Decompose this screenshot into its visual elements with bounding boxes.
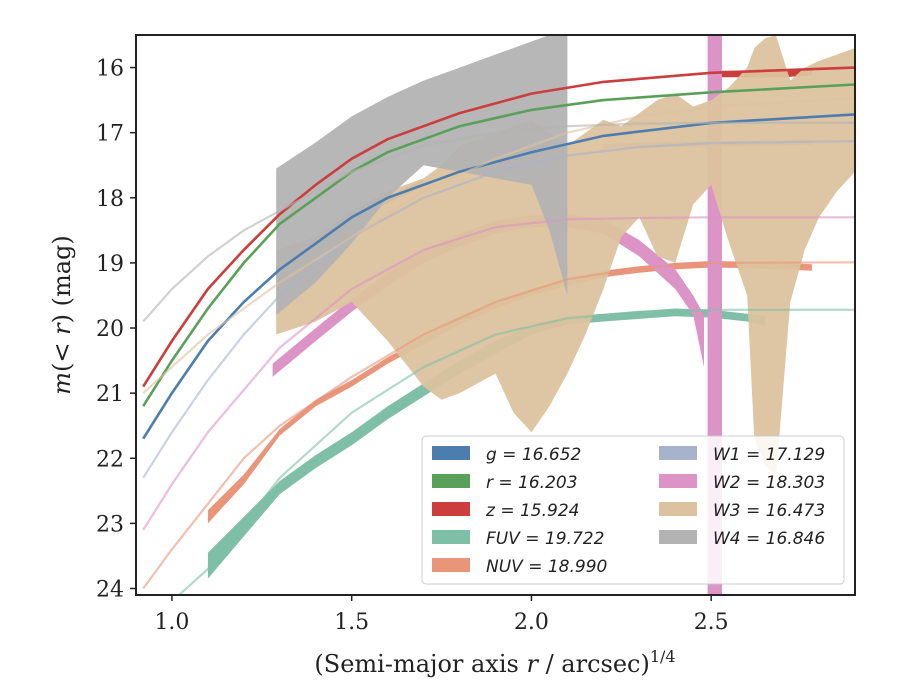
legend-box	[421, 435, 845, 585]
legend-swatch-W1	[659, 446, 697, 460]
y-axis-label: m(< r) (mag)	[48, 235, 76, 395]
legend-swatch-z	[432, 502, 470, 516]
y-tick-label: 20	[96, 317, 124, 342]
legend-swatch-FUV	[432, 530, 470, 544]
legend-label-W3: W3 = 16.473	[713, 501, 825, 521]
x-tick-label: 2.0	[514, 610, 549, 635]
legend-label-NUV: NUV = 18.990	[486, 557, 607, 577]
y-tick-label: 19	[96, 252, 124, 277]
legend-swatch-W4	[659, 530, 697, 544]
legend-label-z: z = 15.924	[485, 501, 579, 521]
y-tick-label: 21	[96, 382, 124, 407]
y-tick-label: 17	[96, 122, 124, 147]
legend-label-r: r = 16.203	[486, 473, 578, 493]
x-axis-label: (Semi-major axis r / arcsec)1/4	[314, 647, 675, 678]
model-line-W3	[142, 97, 855, 394]
y-tick-label: 22	[96, 447, 124, 472]
y-tick-label: 23	[96, 512, 124, 537]
legend-swatch-r	[432, 474, 470, 488]
legend-swatch-NUV	[432, 558, 470, 572]
legend-swatch-W2	[659, 474, 697, 488]
y-tick-label: 24	[96, 577, 124, 602]
legend: g = 16.652 r = 16.203 z = 15.924 FUV = 19.7…	[421, 435, 845, 585]
plot-frame	[135, 34, 856, 596]
legend-label-W1: W1 = 17.129	[713, 445, 825, 465]
model-line-g	[142, 113, 855, 440]
model-line-FUV	[177, 308, 855, 595]
legend-swatch-g	[432, 446, 470, 460]
x-tick-label: 1.0	[154, 610, 189, 635]
y-tick-label: 18	[96, 187, 124, 212]
x-tick-label: 2.5	[694, 610, 729, 635]
model-line-W4	[142, 121, 855, 323]
model-line-z	[142, 66, 855, 388]
model-curves	[142, 66, 855, 595]
x-tick-label: 1.5	[334, 610, 369, 635]
legend-label-W4: W4 = 16.846	[713, 529, 825, 549]
model-line-W1	[142, 140, 855, 479]
y-tick-label: 16	[96, 57, 124, 82]
model-line-NUV	[142, 261, 855, 590]
legend-label-g: g = 16.652	[486, 445, 581, 465]
model-line-W2	[142, 216, 855, 531]
legend-label-W2: W2 = 18.303	[713, 473, 825, 493]
legend-label-FUV: FUV = 19.722	[486, 529, 604, 549]
y-axis-ticks: 16 17 18 19 20 21 22 23 24	[96, 57, 136, 602]
x-axis-ticks: 1.0 1.5 2.0 2.5	[154, 595, 729, 635]
legend-swatch-W3	[659, 502, 697, 516]
band-W4	[276, 35, 568, 315]
